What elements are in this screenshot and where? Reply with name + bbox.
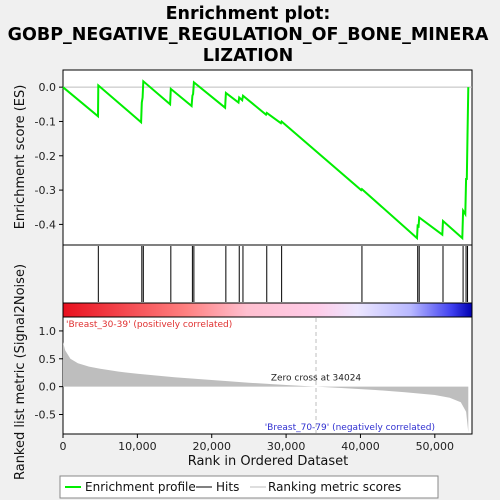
enrichment-profile-line [62,79,470,241]
x-tick-label: 20,000 [192,440,231,453]
es-y-tick-label: -0.4 [35,218,56,231]
title-line-1: Enrichment plot: [166,4,331,24]
negative-correlation-label: 'Breast_70-79' (negatively correlated) [265,423,435,433]
es-y-tick-label: -0.1 [35,115,56,128]
es-y-tick-label: -0.3 [35,184,56,197]
x-tick-label: 10,000 [118,440,157,453]
x-tick-label: 50,000 [416,440,455,453]
metric-y-tick-label: -0.5 [35,409,56,422]
legend [59,475,439,499]
es-y-tick-label: -0.2 [35,150,56,163]
x-axis-label: Rank in Ordered Dataset [188,454,349,469]
x-axis: 0 10,000 20,000 30,000 40,000 50,000 [60,434,455,453]
rank-color-bar [62,302,473,318]
legend-hits-label: Hits [216,480,239,494]
es-plot-area [62,69,473,246]
metric-y-tick-label: 1.0 [39,325,57,338]
metric-y-tick-label: 0.5 [39,353,57,366]
legend-enrichment-label: Enrichment profile [85,480,196,494]
zero-cross-label: Zero cross at 34024 [271,374,362,384]
title-line-3: LIZATION [203,46,294,66]
x-tick-label: 40,000 [341,440,380,453]
title-line-2: GOBP_NEGATIVE_REGULATION_OF_BONE_MINERA [8,25,489,45]
x-tick-label: 0 [60,440,67,453]
legend-metric-label: Ranking metric scores [268,480,401,494]
es-y-axis-label: Enrichment score (ES) [13,85,28,230]
positive-correlation-label: 'Breast_30-39' (positively correlated) [66,320,232,330]
es-y-tick-label: 0.0 [39,81,57,94]
metric-y-axis-label: Ranked list metric (Signal2Noise) [13,264,28,480]
hits-marks [97,246,469,302]
metric-y-axis: 1.0 0.5 0.0 -0.5 [35,325,63,422]
es-y-axis: 0.0 -0.1 -0.2 -0.3 -0.4 [35,81,63,231]
hits-plot-area [62,244,473,304]
metric-y-tick-label: 0.0 [39,381,57,394]
ranking-metric-area [63,342,469,433]
x-tick-label: 30,000 [267,440,306,453]
